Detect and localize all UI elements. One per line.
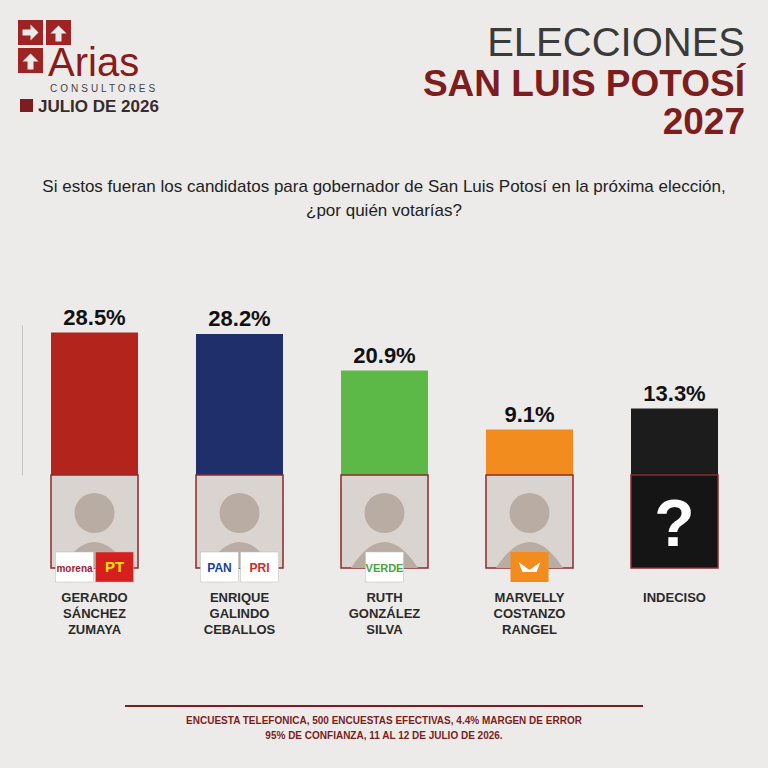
subtitle: SAN LUIS POTOSÍ2027 xyxy=(423,63,747,142)
bars xyxy=(51,333,718,476)
data-label: 28.5% xyxy=(63,305,125,330)
data-label: 28.2% xyxy=(208,306,270,331)
party-label: VERDE xyxy=(366,562,404,574)
logo-arrow xyxy=(23,54,39,70)
logo: AriasCONSULTORES JULIO DE 2026 xyxy=(18,20,159,116)
question: Si estos fueran los candidatos para gobe… xyxy=(42,177,725,220)
party-badge xyxy=(56,552,94,582)
axis-line xyxy=(22,326,23,476)
date-bullet xyxy=(20,99,33,112)
category-label: MARVELLYCOSTANZORANGEL xyxy=(494,590,566,637)
bar xyxy=(196,334,283,475)
candidate: PAN PRI ENRIQUEGALINDOCEBALLOS xyxy=(196,475,283,637)
party-badge xyxy=(201,552,239,582)
bar xyxy=(631,409,718,476)
logo-arrow xyxy=(23,25,39,41)
category-label: RUTHGONZÁLEZSILVA xyxy=(349,590,421,637)
party-logo xyxy=(519,562,541,572)
chart: AriasCONSULTORESJULIO DE 2026ELECCIONESS… xyxy=(0,0,768,768)
party-badge xyxy=(96,552,134,582)
logo-square xyxy=(18,48,43,73)
logo-square xyxy=(18,20,43,45)
note: 95% DE CONFIANZA, 11 AL 12 DE JULIO DE 2… xyxy=(265,730,503,741)
category-label: INDECISO xyxy=(643,590,706,605)
party-label: morena xyxy=(56,563,93,574)
photo-head xyxy=(75,493,115,533)
bar xyxy=(341,371,428,476)
party-label: PRI xyxy=(249,561,269,575)
source: Arias xyxy=(48,40,139,84)
note: ENCUESTA TELEFONICA, 500 ENCUESTAS EFECT… xyxy=(186,715,583,726)
party-badge xyxy=(366,552,404,582)
candidate: morena PT GERARDOSÁNCHEZZUMAYA xyxy=(51,475,138,637)
photo-head xyxy=(365,493,405,533)
photo-frame xyxy=(631,475,718,568)
source-subtitle: CONSULTORES xyxy=(50,83,158,94)
bar xyxy=(51,333,138,476)
party-label: PAN xyxy=(207,561,231,575)
candidate: ? INDECISO xyxy=(631,475,718,605)
photo-head xyxy=(220,493,260,533)
candidate: VERDE RUTHGONZÁLEZSILVA xyxy=(341,475,428,637)
category-label: GERARDOSÁNCHEZZUMAYA xyxy=(61,590,127,637)
bar xyxy=(486,430,573,476)
y-axis xyxy=(22,326,23,476)
photo-head xyxy=(510,493,550,533)
date: JULIO DE 2026 xyxy=(38,97,159,116)
category-label: ENRIQUEGALINDOCEBALLOS xyxy=(204,590,276,637)
footer-rule xyxy=(125,705,643,707)
party-badge xyxy=(511,552,549,582)
title: ELECCIONES xyxy=(487,20,745,64)
data-label: 20.9% xyxy=(353,343,415,368)
data-label: 13.3% xyxy=(643,381,705,406)
data-label: 9.1% xyxy=(504,402,554,427)
candidate: MARVELLYCOSTANZORANGEL xyxy=(486,475,573,637)
party-badge xyxy=(241,552,279,582)
party-label: PT xyxy=(105,558,124,575)
placeholder: ? xyxy=(654,486,694,560)
